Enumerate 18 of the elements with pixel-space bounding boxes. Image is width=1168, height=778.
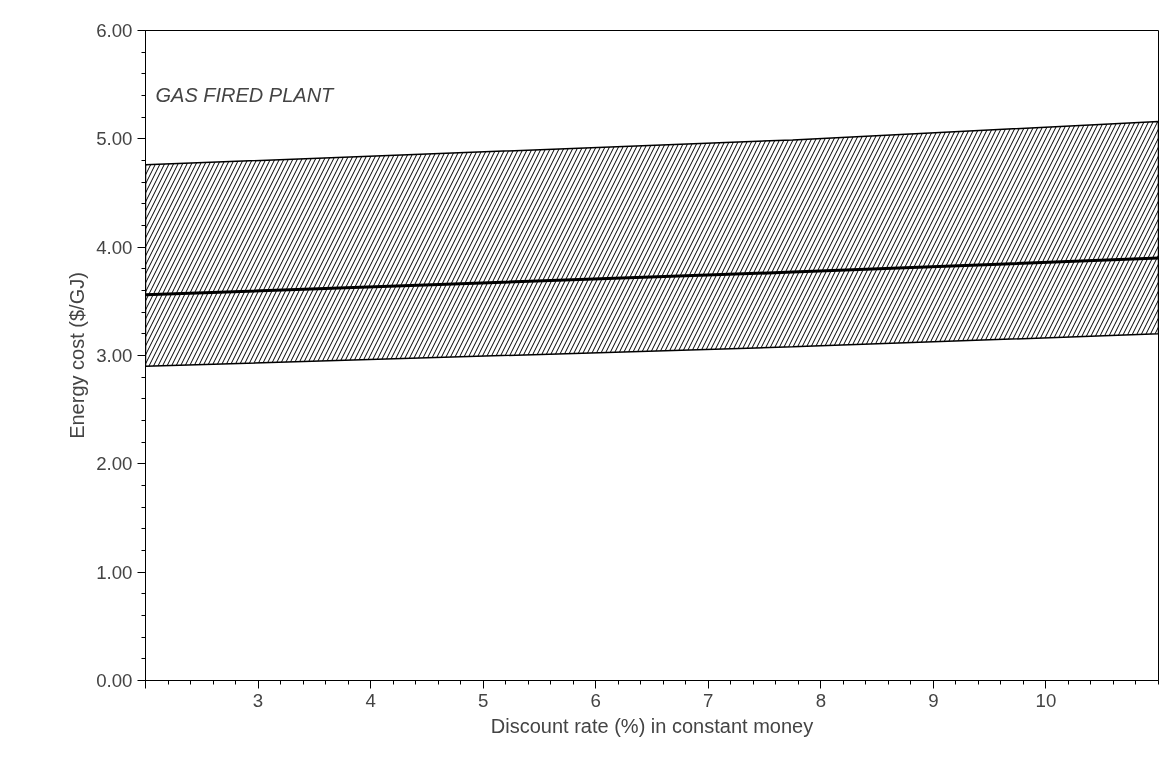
y-tick-label: 4.00 [96, 236, 133, 258]
x-tick-label: 8 [815, 689, 827, 711]
y-tick-label: 0.00 [96, 670, 133, 691]
x-tick-label: 5 [477, 689, 489, 711]
y-axis-title: Energy cost ($/GJ) [66, 272, 89, 439]
x-tick-label: 6 [590, 689, 601, 711]
x-axis-title: Discount rate (%) in constant money [490, 714, 814, 737]
annotation: GAS FIRED PLANT [155, 83, 336, 106]
x-tick-label: 10 [1035, 689, 1057, 711]
x-tick-label: 7 [703, 689, 714, 711]
y-tick-label: 3.00 [96, 345, 133, 366]
y-tick-label: 2.00 [96, 453, 133, 475]
y-tick-label: 6.00 [96, 20, 133, 41]
x-tick-label: 3 [252, 689, 264, 711]
x-tick-label: 4 [365, 689, 376, 711]
x-tick-label: 9 [928, 689, 939, 711]
y-tick-label: 5.00 [96, 128, 133, 150]
y-tick-label: 1.00 [96, 561, 133, 583]
